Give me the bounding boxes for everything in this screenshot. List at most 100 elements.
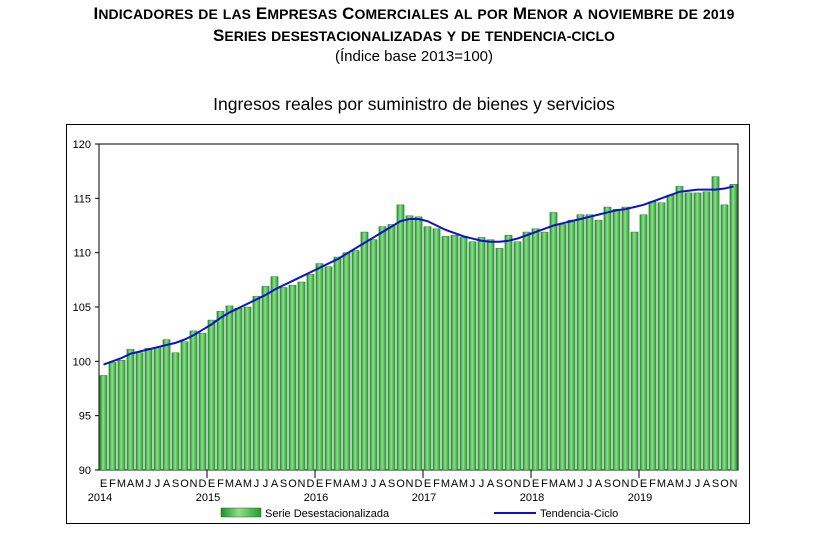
x-month-label: A [595, 478, 603, 490]
x-month-label: E [316, 478, 323, 490]
x-month-label: M [441, 478, 450, 490]
x-month-label: J [695, 478, 701, 490]
x-month-label: J [362, 478, 368, 490]
x-month-label: A [163, 478, 171, 490]
x-month-label: M [657, 478, 666, 490]
x-month-label: O [720, 478, 729, 490]
x-year-label: 2018 [520, 492, 544, 504]
bar [324, 266, 333, 471]
x-month-label: D [631, 478, 639, 490]
x-month-label: O [504, 478, 513, 490]
x-month-label: A [235, 478, 243, 490]
bar [108, 362, 117, 471]
y-tick-label: 115 [73, 193, 91, 205]
x-month-label: J [263, 478, 269, 490]
report-title: INDICADORES DE LAS EMPRESAS COMERCIALES … [93, 4, 735, 23]
x-month-label: E [424, 478, 431, 490]
x-month-label: A [451, 478, 459, 490]
x-month-label: D [523, 478, 531, 490]
bar [279, 287, 288, 471]
x-month-label: M [117, 478, 126, 490]
x-month-label: N [298, 478, 306, 490]
bar [621, 206, 630, 471]
bar [549, 212, 558, 471]
x-month-label: F [649, 478, 656, 490]
bar [711, 176, 720, 471]
bar [630, 231, 639, 471]
bar [270, 276, 279, 471]
x-month-label: J [155, 478, 161, 490]
bar [693, 192, 702, 471]
bar [414, 216, 423, 471]
x-month-label: J [470, 478, 476, 490]
y-tick-label: 105 [73, 302, 91, 314]
report-subtitle: SERIES DESESTACIONALIZADAS Y DE TENDENCI… [213, 26, 615, 45]
bar [180, 341, 189, 471]
bar [639, 214, 648, 471]
x-month-label: E [532, 478, 539, 490]
bar [261, 286, 270, 471]
bar [441, 236, 450, 471]
bar [135, 352, 144, 471]
bar [540, 231, 549, 471]
report-base-note: (Índice base 2013=100) [334, 48, 494, 65]
bar [378, 226, 387, 471]
x-month-label: J [479, 478, 485, 490]
bar [558, 224, 567, 471]
x-month-label: J [686, 478, 692, 490]
bar [567, 219, 576, 471]
x-month-label: J [254, 478, 260, 490]
x-month-label: N [622, 478, 630, 490]
bar [117, 360, 126, 471]
bar [171, 352, 180, 471]
x-month-label: F [433, 478, 440, 490]
bar [522, 231, 531, 471]
bar [585, 214, 594, 471]
bar [234, 307, 243, 471]
bar [594, 219, 603, 471]
x-month-label: J [578, 478, 584, 490]
x-month-label: D [307, 478, 315, 490]
bar [666, 194, 675, 471]
x-month-label: J [371, 478, 377, 490]
bar [288, 285, 297, 471]
bar [369, 239, 378, 471]
x-month-label: S [496, 478, 503, 490]
x-month-label: M [567, 478, 576, 490]
bar [684, 192, 693, 471]
bar [342, 252, 351, 471]
x-month-label: A [667, 478, 675, 490]
x-year-label: 2015 [196, 492, 220, 504]
bar [387, 224, 396, 471]
x-month-label: S [172, 478, 179, 490]
x-month-label: D [415, 478, 423, 490]
x-month-label: F [217, 478, 224, 490]
x-month-label: A [127, 478, 135, 490]
bar [207, 319, 216, 471]
bar [477, 237, 486, 471]
x-month-label: M [243, 478, 252, 490]
x-month-label: E [640, 478, 647, 490]
x-month-label: N [190, 478, 198, 490]
x-year-label: 2019 [628, 492, 652, 504]
bar [306, 274, 315, 471]
bar [432, 228, 441, 471]
bar [612, 208, 621, 471]
bar [396, 204, 405, 471]
bar [297, 281, 306, 471]
y-tick-label: 95 [79, 411, 91, 423]
x-month-label: S [388, 478, 395, 490]
y-tick-label: 90 [79, 465, 91, 477]
bar [405, 215, 414, 471]
bar [189, 330, 198, 471]
x-month-label: S [604, 478, 611, 490]
chart-title: Ingresos reales por suministro de bienes… [213, 94, 615, 114]
x-month-label: O [396, 478, 405, 490]
x-month-label: M [351, 478, 360, 490]
x-month-label: O [288, 478, 297, 490]
x-month-label: N [730, 478, 738, 490]
x-month-label: N [514, 478, 522, 490]
x-month-label: E [100, 478, 107, 490]
bar [243, 306, 252, 471]
